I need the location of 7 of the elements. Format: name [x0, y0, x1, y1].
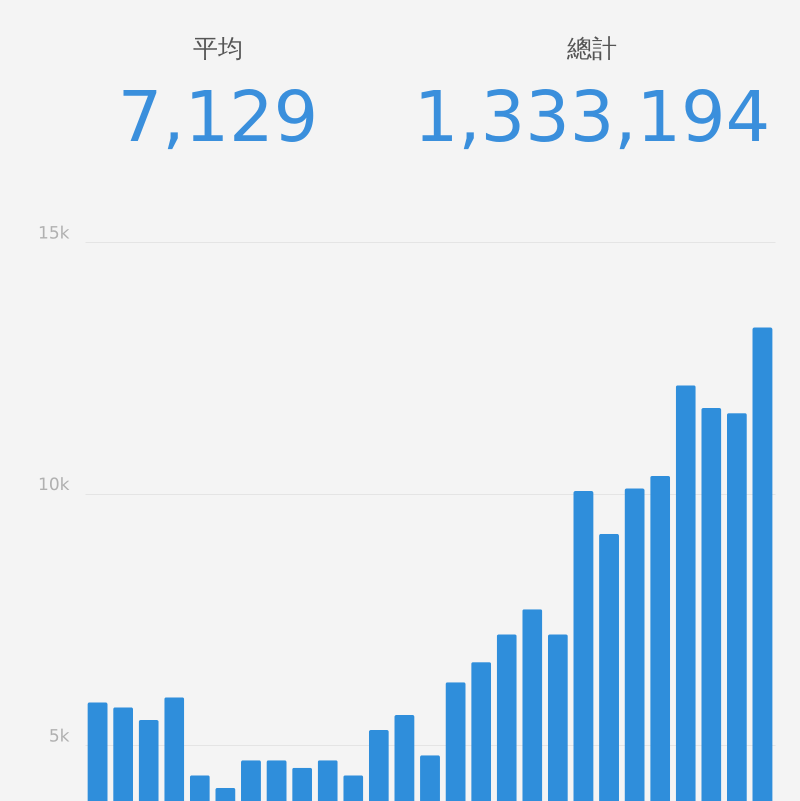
y-tick-label: 5k — [48, 726, 70, 747]
text: 1,333,194 — [414, 76, 770, 158]
text: 平均 — [193, 34, 243, 63]
y-tick-label: 10k — [38, 475, 70, 496]
y-tick-label: 15k — [38, 224, 70, 244]
text: 7,129 — [118, 76, 318, 158]
text: 總計 — [566, 34, 617, 63]
